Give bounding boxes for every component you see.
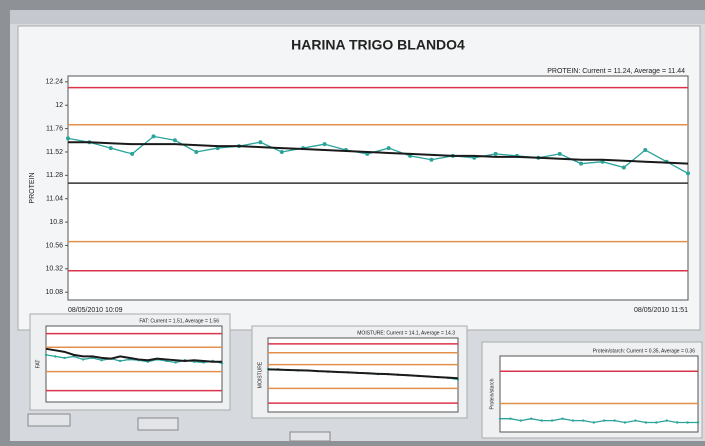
data-point — [258, 140, 263, 145]
data-point — [130, 151, 135, 156]
y-tick-label: 10.8 — [49, 219, 63, 226]
data-point — [279, 149, 284, 154]
data-point — [603, 419, 606, 422]
data-point — [63, 356, 66, 360]
data-line — [67, 135, 689, 174]
chart-title: HARINA TRIGO BLANDO4 — [291, 37, 465, 53]
data-point — [386, 146, 391, 151]
plot-area — [67, 75, 689, 301]
y-axis-label: MOISTURE — [257, 361, 263, 388]
button[interactable] — [289, 431, 331, 442]
legend: Protein/starch: Current = 0.35, Average … — [593, 348, 695, 354]
y-tick-label: 12 — [55, 102, 63, 109]
plot-area — [45, 325, 223, 403]
data-point — [561, 417, 564, 420]
data-point — [108, 146, 113, 151]
y-tick-label: 10.32 — [45, 266, 63, 273]
x-tick-label: 08/05/2010 11:51 — [634, 307, 688, 314]
y-tick-label: 10.56 — [45, 242, 63, 249]
plot-area — [267, 337, 459, 413]
data-point — [644, 421, 648, 424]
data-point — [686, 421, 689, 424]
data-point — [582, 419, 585, 422]
data-point — [557, 151, 562, 156]
data-point — [519, 419, 523, 422]
data-point — [579, 161, 584, 166]
data-point — [643, 148, 648, 153]
data-line — [45, 354, 223, 364]
data-point — [429, 157, 434, 162]
data-point — [509, 417, 512, 420]
data-point — [623, 421, 627, 424]
data-line — [267, 368, 459, 380]
data-point — [118, 359, 122, 363]
data-point — [322, 142, 327, 147]
data-point — [621, 165, 626, 170]
data-point — [675, 421, 679, 424]
button[interactable] — [137, 417, 179, 431]
data-point — [54, 355, 57, 358]
y-axis-label: FAT — [35, 360, 41, 369]
data-point — [665, 419, 668, 422]
data-point — [530, 417, 533, 420]
legend: MOISTURE: Current = 14.1, Average = 14.3 — [357, 330, 455, 336]
y-tick-label: 11.28 — [46, 172, 63, 179]
data-point — [81, 358, 85, 361]
data-point — [493, 151, 498, 156]
legend: PROTEIN: Current = 11.24, Average = 11.4… — [547, 68, 685, 75]
data-line — [45, 347, 222, 363]
data-point — [172, 138, 177, 143]
data-point — [696, 421, 700, 424]
y-axis-label: Protein/starch — [489, 378, 495, 409]
data-point — [498, 417, 502, 420]
data-point — [686, 171, 690, 176]
data-point — [550, 419, 554, 422]
data-point — [66, 136, 70, 141]
y-tick-label: 12.24 — [45, 79, 63, 86]
y-tick-label: 11.76 — [46, 125, 63, 132]
legend: FAT: Current = 1.51, Average = 1.56 — [139, 318, 219, 324]
y-axis-label: PROTEIN — [29, 172, 36, 203]
data-point — [540, 419, 543, 422]
data-point — [592, 421, 595, 424]
data-point — [174, 361, 177, 364]
button[interactable] — [27, 413, 71, 427]
data-point — [151, 134, 156, 139]
data-point — [44, 353, 48, 357]
data-point — [194, 149, 199, 154]
x-tick-label: 08/05/2010 10:09 — [68, 307, 123, 314]
data-line — [500, 418, 698, 424]
y-tick-label: 11.52 — [46, 149, 63, 156]
data-point — [613, 419, 616, 422]
data-point — [100, 359, 103, 362]
plot-area — [499, 355, 699, 433]
data-point — [634, 419, 637, 422]
y-tick-label: 10.08 — [45, 289, 63, 296]
y-tick-label: 11.04 — [46, 196, 63, 203]
data-line — [68, 141, 689, 165]
data-point — [571, 419, 575, 422]
data-point — [655, 421, 658, 424]
menu-bar — [10, 10, 705, 24]
